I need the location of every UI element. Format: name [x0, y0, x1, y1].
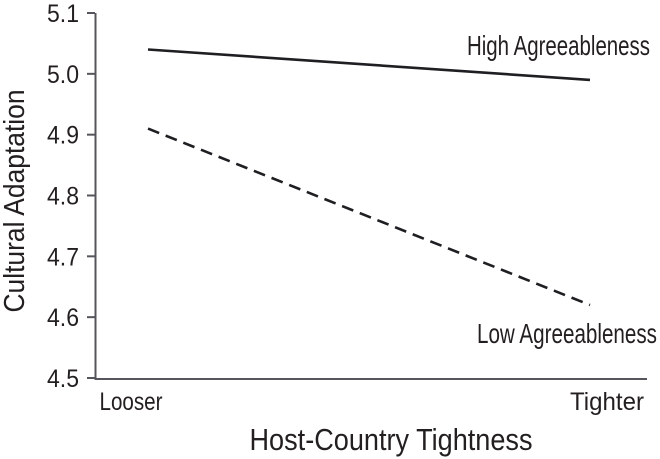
y-tick-label: 4.5 — [47, 365, 79, 393]
series-line-low-agreeableness — [147, 127, 591, 307]
y-axis-title: Cultural Adaptation — [0, 90, 31, 313]
y-tick-label: 5.0 — [47, 61, 79, 89]
series-line-high-agreeableness — [147, 48, 591, 82]
y-tick-label: 4.7 — [47, 243, 79, 271]
series-label-high-agreeableness: High Agreeableness — [467, 30, 650, 61]
x-axis-title: Host-Country Tightness — [250, 422, 533, 457]
y-tick-label: 4.8 — [47, 183, 79, 211]
x-category-label-tighter: Tighter — [570, 388, 644, 416]
x-category-label-looser: Looser — [100, 388, 163, 416]
y-tick-label: 4.9 — [47, 122, 79, 150]
chart-plot-area: 4.5 4.6 4.7 4.8 4.9 5.0 5.1 — [47, 0, 591, 393]
y-tick-label: 5.1 — [47, 0, 79, 28]
y-tick-label: 4.6 — [47, 304, 79, 332]
series-label-low-agreeableness: Low Agreeableness — [477, 318, 657, 349]
